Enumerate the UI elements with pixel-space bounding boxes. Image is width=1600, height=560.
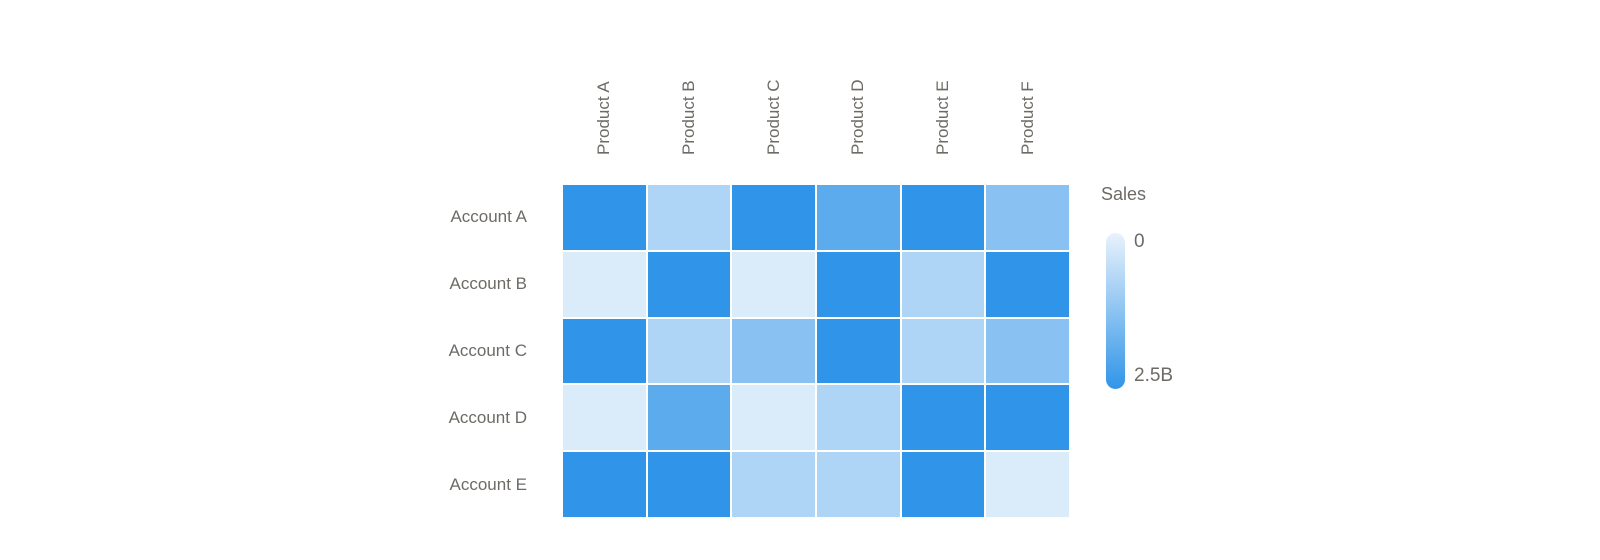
legend-title: Sales [1101, 184, 1147, 204]
heatmap-cell[interactable] [901, 385, 985, 451]
heatmap-cell[interactable] [563, 185, 646, 250]
row-label: Account A [450, 207, 527, 227]
heatmap-cell[interactable] [986, 251, 1069, 317]
heatmap-cell[interactable] [986, 318, 1069, 384]
heatmap-cell[interactable] [901, 318, 985, 384]
legend-max-label: 2.5B [1134, 365, 1174, 386]
heatmap-cell[interactable] [816, 251, 900, 317]
row-label: Account C [448, 341, 527, 360]
row-label: Account E [449, 474, 528, 494]
heatmap-cell[interactable] [986, 452, 1069, 517]
column-label: Product B [679, 80, 698, 155]
heatmap-cell[interactable] [901, 452, 985, 517]
heatmap-cell[interactable] [986, 185, 1069, 250]
column-label: Product E [933, 80, 952, 155]
heatmap-cell[interactable] [816, 318, 900, 384]
heatmap-cell[interactable] [732, 452, 815, 517]
heatmap-cell[interactable] [732, 385, 815, 451]
heatmap-cell[interactable] [816, 185, 900, 250]
heatmap-cell[interactable] [816, 385, 900, 451]
heatmap-cell[interactable] [901, 185, 985, 250]
heatmap-cell[interactable] [986, 385, 1069, 451]
heatmap-cell[interactable] [647, 452, 731, 517]
heatmap-cell[interactable] [647, 185, 731, 250]
heatmap-cell[interactable] [563, 318, 646, 384]
heatmap-cell[interactable] [901, 251, 985, 317]
heatmap-cell[interactable] [563, 385, 646, 451]
row-label: Account B [449, 274, 528, 294]
column-label: Product C [763, 79, 783, 155]
column-label: Product F [1017, 81, 1037, 155]
heatmap-cell[interactable] [647, 251, 731, 317]
legend: Sales 0 2.5B [1101, 183, 1241, 413]
column-label: Product D [848, 79, 868, 155]
heatmap-cell[interactable] [816, 452, 900, 517]
heatmap-cell[interactable] [563, 452, 646, 517]
heatmap-grid [563, 185, 1069, 517]
column-label: Product A [594, 81, 614, 155]
heatmap-cell[interactable] [647, 385, 731, 451]
legend-min-label: 0 [1134, 231, 1145, 252]
heatmap-cell[interactable] [563, 251, 646, 317]
heatmap-cell[interactable] [647, 318, 731, 384]
row-label: Account D [448, 407, 527, 427]
heatmap-cell[interactable] [732, 251, 815, 317]
heatmap-cell[interactable] [732, 318, 815, 384]
legend-gradient-bar [1106, 233, 1125, 389]
heatmap-cell[interactable] [732, 185, 815, 250]
